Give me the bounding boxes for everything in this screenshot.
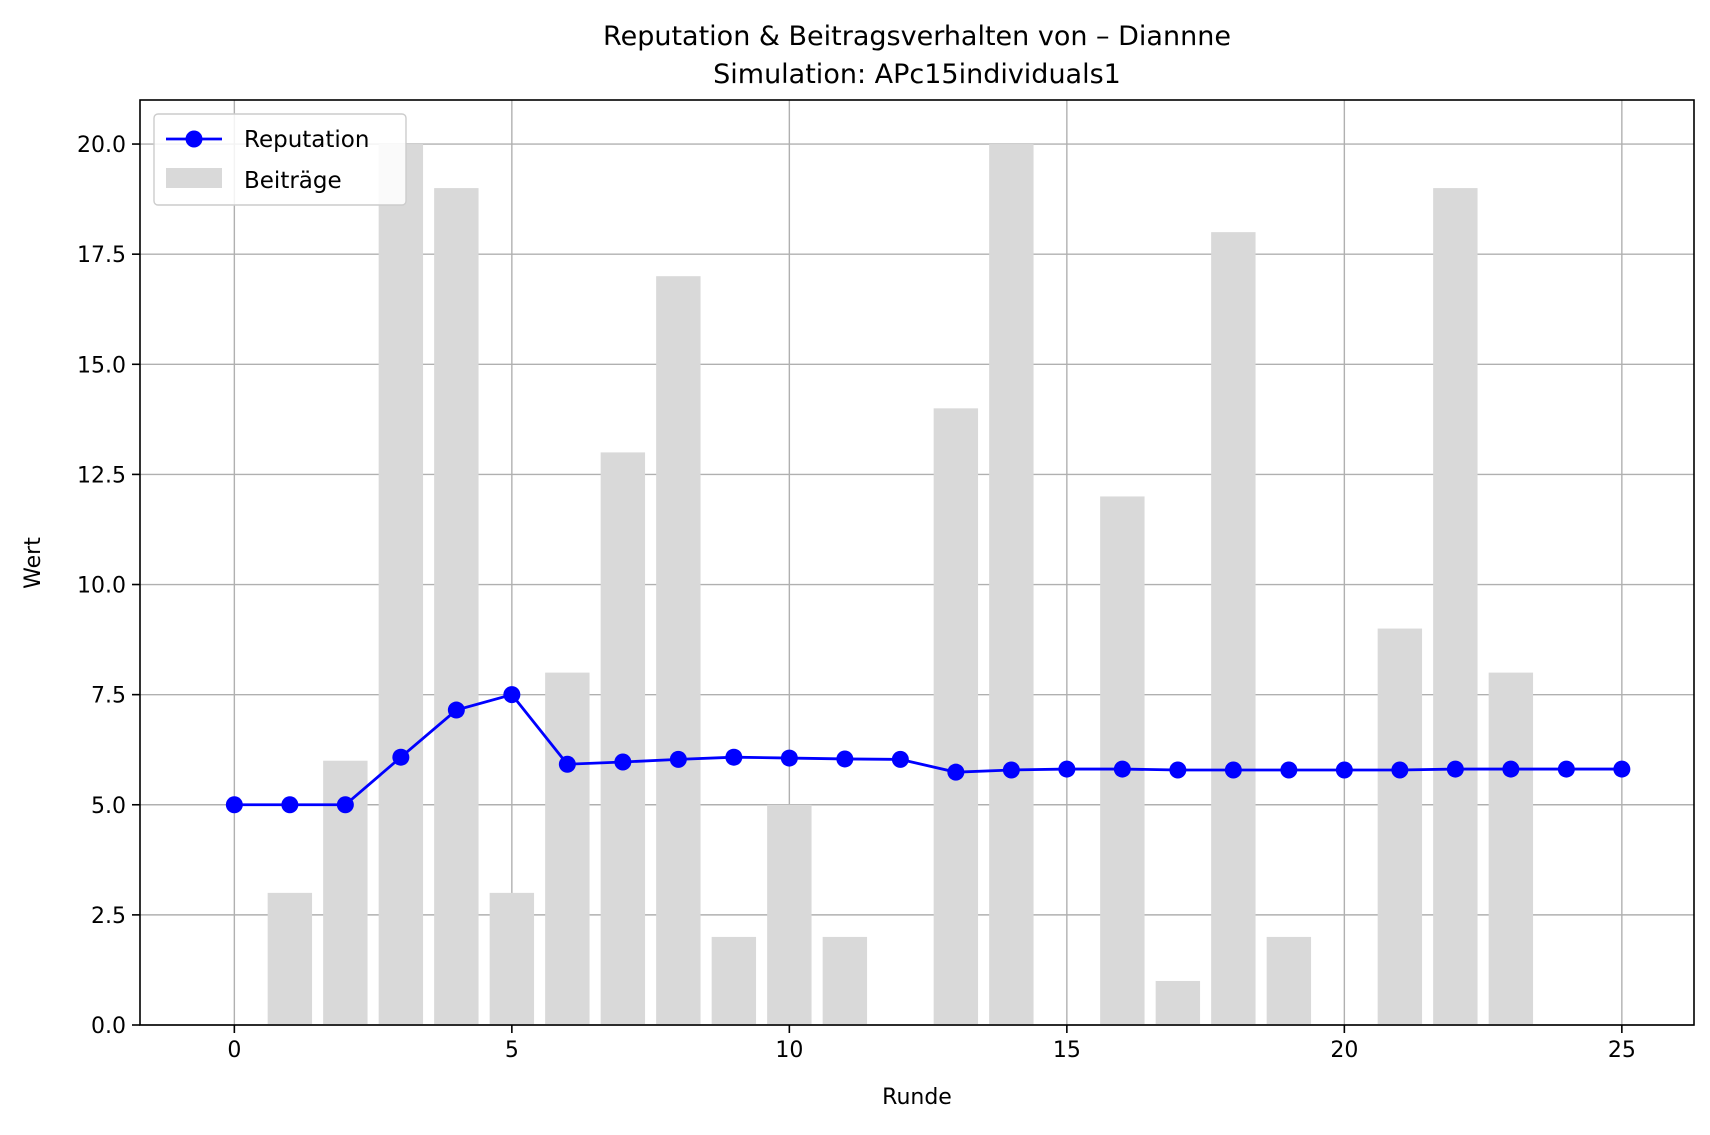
bar-beitraege-23 (1488, 672, 1534, 1025)
y-tick-label: 7.5 (91, 684, 126, 709)
bar-beitraege-5 (489, 892, 535, 1025)
reputation-point-19 (1280, 761, 1298, 779)
reputation-point-15 (1058, 760, 1076, 778)
bar-beitraege-11 (822, 936, 868, 1025)
bar-beitraege-22 (1433, 188, 1478, 1026)
bar-beitraege-9 (711, 936, 757, 1025)
bar-beitraege-1 (267, 892, 313, 1025)
y-axis-label: Wert (21, 537, 46, 589)
reputation-point-25 (1613, 760, 1631, 778)
reputation-point-6 (558, 755, 576, 773)
reputation-point-8 (669, 750, 687, 768)
y-tick-label: 17.5 (77, 243, 126, 268)
x-tick-label: 0 (227, 1038, 241, 1063)
bar-layer (267, 144, 1534, 1026)
legend: Reputation Beiträge (153, 113, 407, 206)
legend-reputation-label: Reputation (244, 127, 369, 153)
x-axis-label: Runde (882, 1085, 952, 1110)
x-tick-label: 10 (775, 1038, 803, 1063)
reputation-point-18 (1224, 761, 1242, 779)
reputation-line (234, 693, 1622, 807)
bar-beitraege-4 (434, 188, 479, 1026)
reputation-point-4 (447, 701, 465, 719)
reputation-point-10 (780, 749, 798, 767)
reputation-point-21 (1391, 761, 1409, 779)
reputation-point-22 (1446, 760, 1464, 778)
reputation-point-1 (281, 796, 299, 814)
bar-beitraege-18 (1211, 232, 1256, 1026)
reputation-point-16 (1113, 760, 1131, 778)
x-tick-label: 15 (1053, 1038, 1081, 1063)
reputation-point-9 (725, 748, 743, 766)
bar-beitraege-21 (1377, 628, 1423, 1025)
axes-layer: 0 5 10 15 20 25 0.0 2.5 5.0 7.5 10.0 12.5 15.0 17.5 20… (77, 99, 1695, 1063)
reputation-point-24 (1557, 760, 1575, 778)
x-tick-label: 20 (1330, 1038, 1358, 1063)
y-tick-label: 12.5 (77, 463, 126, 488)
bar-beitraege-8 (656, 276, 701, 1025)
y-tick-label: 15.0 (77, 353, 126, 378)
reputation-point-14 (1002, 761, 1020, 779)
chart-title: Reputation & Beitragsverhalten von – Dia… (603, 21, 1231, 52)
bar-beitraege-17 (1155, 980, 1201, 1025)
y-tick-label: 10.0 (77, 574, 126, 599)
plot-frame (139, 99, 1695, 1026)
reputation-point-7 (614, 753, 632, 771)
legend-beitraege-swatch (166, 168, 222, 188)
bar-beitraege-7 (600, 452, 646, 1025)
legend-beitraege-label: Beiträge (244, 168, 342, 194)
reputation-point-17 (1169, 761, 1187, 779)
reputation-point-23 (1502, 760, 1520, 778)
y-tick-label: 2.5 (91, 904, 126, 929)
reputation-point-13 (947, 763, 965, 781)
chart-subtitle: Simulation: APc15individuals1 (713, 59, 1121, 90)
reputation-point-5 (503, 686, 521, 704)
bar-beitraege-6 (545, 672, 590, 1025)
reputation-point-11 (836, 750, 854, 768)
reputation-point-20 (1335, 761, 1353, 779)
y-tick-label: 5.0 (91, 794, 126, 819)
legend-reputation-marker (185, 130, 203, 148)
y-tick-label: 20.0 (77, 133, 126, 158)
reputation-point-12 (891, 750, 909, 768)
line-layer (225, 686, 1631, 814)
bar-beitraege-3 (378, 144, 424, 1026)
reputation-point-2 (336, 796, 354, 814)
bar-beitraege-10 (767, 804, 812, 1025)
reputation-point-0 (225, 796, 243, 814)
y-tick-label: 0.0 (91, 1014, 126, 1039)
bar-beitraege-19 (1266, 936, 1312, 1025)
reputation-point-3 (392, 748, 410, 766)
x-tick-label: 5 (505, 1038, 519, 1063)
x-tick-label: 25 (1608, 1038, 1636, 1063)
bar-beitraege-14 (989, 144, 1034, 1026)
bar-beitraege-13 (933, 408, 979, 1025)
